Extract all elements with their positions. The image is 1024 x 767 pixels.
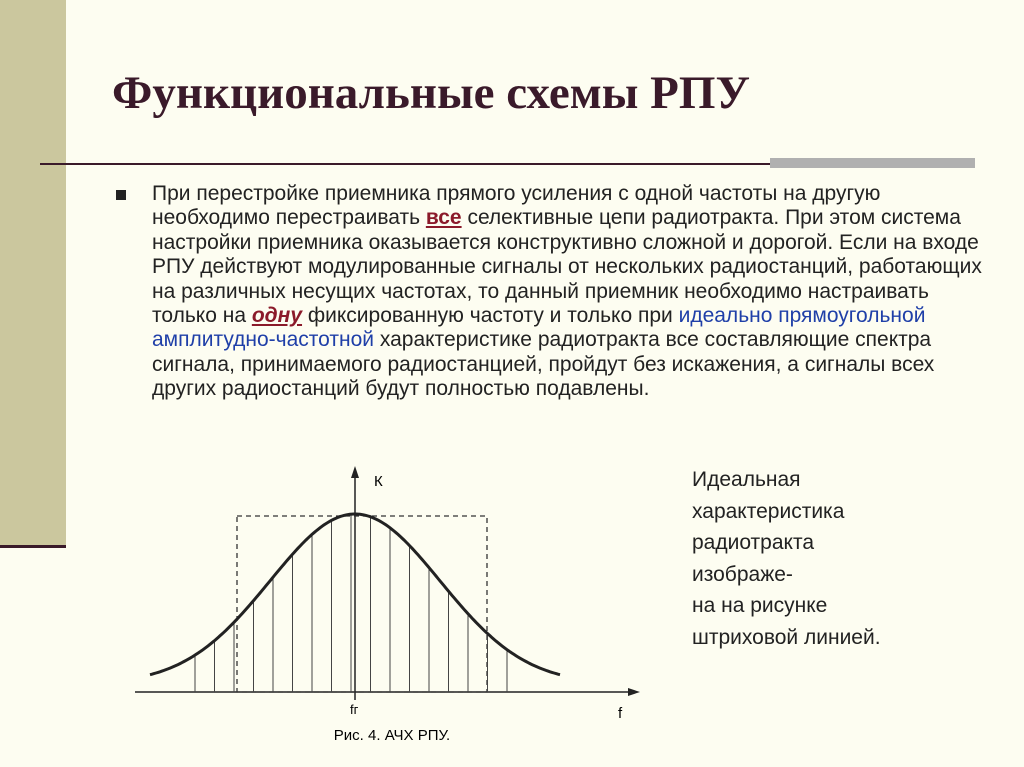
figure-caption: Рис. 4. АЧХ РПУ. xyxy=(334,727,450,744)
slide-title: Функциональные схемы РПУ xyxy=(112,67,750,119)
text: При перестройке приемника прямого усилен… xyxy=(152,182,881,230)
side-text: Идеальная характеристика радиотракта изобра… xyxy=(692,464,881,653)
ideal-response xyxy=(236,515,488,693)
side-line: радиотракта xyxy=(692,531,815,554)
side-line: изображе- xyxy=(692,562,793,586)
bullet-mark xyxy=(116,190,126,200)
response-curve xyxy=(149,512,561,677)
side-line: Идеальная xyxy=(692,468,801,491)
emphasis: все xyxy=(425,206,462,230)
hatching xyxy=(194,514,508,692)
x-arrow xyxy=(628,688,640,696)
side-strip xyxy=(0,0,66,548)
text: фиксированную частоту и только при xyxy=(302,304,679,328)
emphasis: одну xyxy=(251,304,303,328)
center-freq-label: fг xyxy=(350,702,359,717)
side-line: характеристика xyxy=(692,499,845,523)
title-rule xyxy=(40,163,975,165)
y-axis-label: К xyxy=(374,473,383,490)
strip-rule xyxy=(0,545,66,548)
title-rule-accent xyxy=(770,158,975,168)
highlight: идеально прямоугольной амплитудно-частот… xyxy=(152,304,926,352)
text: характеристике радиотракта все составляю… xyxy=(152,328,935,401)
side-line: на на рисунке xyxy=(692,594,828,617)
text: селективные цепи радиотракта. При этом с… xyxy=(152,206,982,328)
side-line: штриховой линией. xyxy=(692,625,881,649)
y-arrow xyxy=(351,466,359,478)
x-axis-label: f xyxy=(618,705,623,722)
bullet-text: При перестройке приемника прямого усилен… xyxy=(152,182,982,402)
